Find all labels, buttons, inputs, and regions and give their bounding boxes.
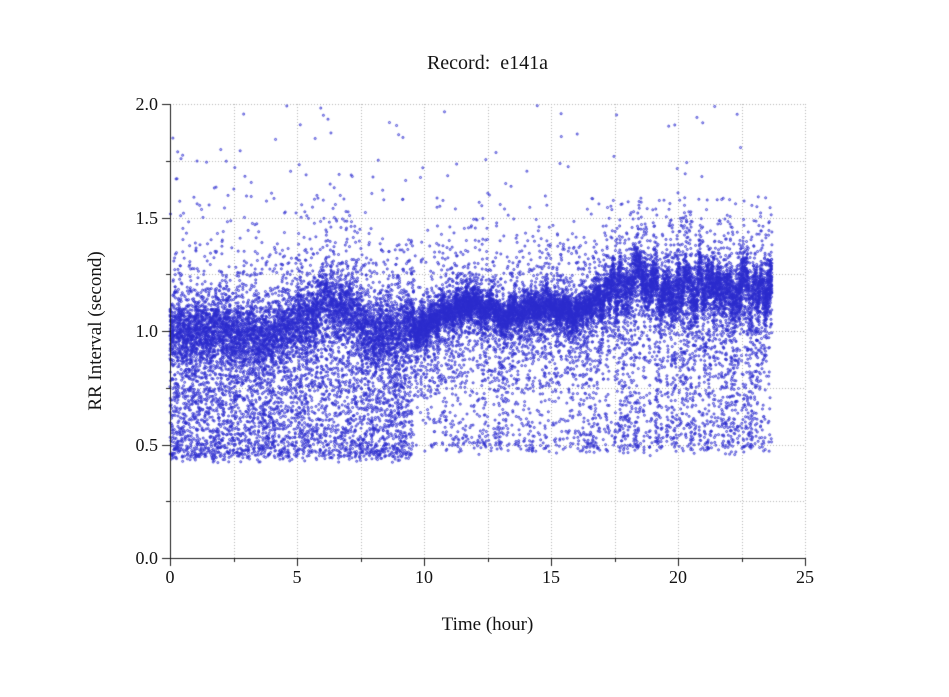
x-axis-label: Time (hour) xyxy=(441,614,534,635)
x-tick-label-25: 25 xyxy=(796,567,814,587)
x-tick-label-15: 15 xyxy=(542,567,560,587)
y-tick-label-1.5: 1.5 xyxy=(135,207,159,228)
x-tick-label-5: 5 xyxy=(292,567,302,587)
y-tick-label-0.0: 0.0 xyxy=(135,548,159,568)
x-tick-label-0: 0 xyxy=(165,567,175,587)
y-axis-label: RR Interval (second) xyxy=(85,251,106,411)
x-tick-label-20: 20 xyxy=(669,567,687,587)
y-tick-label-2.0: 2.0 xyxy=(135,94,159,114)
chart-title: Record: e141a xyxy=(426,52,549,74)
x-tick-label-10: 10 xyxy=(415,567,433,587)
y-tick-label-0.5: 0.5 xyxy=(135,434,159,455)
y-tick-label-1.0: 1.0 xyxy=(135,321,159,341)
